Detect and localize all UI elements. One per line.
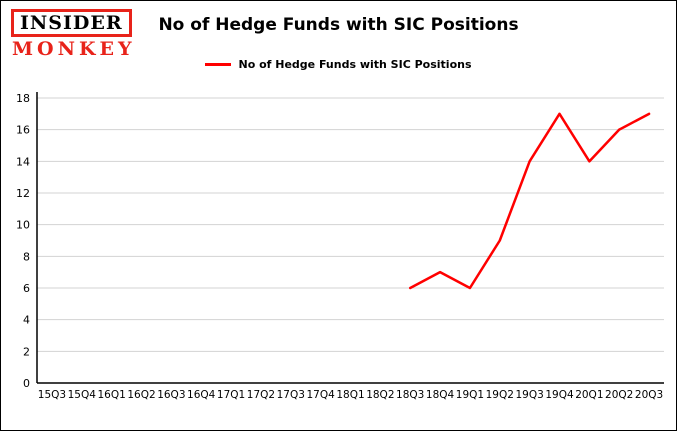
x-axis-tick-label: 16Q4	[187, 389, 216, 401]
chart-legend: No of Hedge Funds with SIC Positions	[1, 58, 676, 71]
x-axis-tick-label: 15Q3	[38, 389, 66, 401]
x-axis-tick-label: 16Q2	[127, 389, 155, 401]
x-axis-tick-label: 16Q3	[157, 389, 185, 401]
y-axis-tick-label: 6	[23, 282, 30, 295]
x-axis-tick-label: 19Q2	[486, 389, 514, 401]
y-axis-tick-label: 2	[23, 345, 30, 358]
y-axis-tick-label: 4	[23, 314, 30, 327]
x-axis-tick-label: 17Q2	[247, 389, 275, 401]
x-axis-tick-label: 17Q1	[217, 389, 245, 401]
x-axis-tick-label: 19Q4	[545, 389, 574, 401]
x-axis-tick-label: 20Q3	[635, 389, 663, 401]
insider-monkey-logo: INSIDER MONKEY	[11, 9, 136, 59]
x-axis-tick-label: 18Q4	[426, 389, 455, 401]
x-axis-tick-label: 19Q3	[515, 389, 543, 401]
legend-label: No of Hedge Funds with SIC Positions	[238, 58, 472, 71]
x-axis-tick-label: 17Q3	[277, 389, 305, 401]
x-axis-tick-label: 16Q1	[97, 389, 125, 401]
legend-line-swatch	[205, 63, 232, 66]
y-axis-tick-label: 18	[16, 92, 30, 105]
logo-monkey-text: MONKEY	[12, 38, 136, 60]
x-axis-tick-label: 18Q1	[336, 389, 364, 401]
y-axis-tick-label: 8	[23, 250, 30, 263]
y-axis-tick-label: 12	[16, 187, 30, 200]
y-axis-tick-label: 10	[16, 219, 30, 232]
x-axis-tick-label: 19Q1	[456, 389, 484, 401]
y-axis-tick-label: 0	[23, 377, 30, 390]
x-axis-tick-label: 18Q2	[366, 389, 394, 401]
chart-title: No of Hedge Funds with SIC Positions	[158, 15, 519, 35]
x-axis-tick-label: 15Q4	[68, 389, 97, 401]
x-axis-tick-label: 20Q2	[605, 389, 633, 401]
logo-insider-text: INSIDER	[11, 9, 132, 37]
x-axis-tick-label: 18Q3	[396, 389, 424, 401]
series-line	[408, 112, 651, 290]
y-axis-tick-label: 16	[16, 124, 30, 137]
y-axis-tick-label: 14	[16, 155, 30, 168]
x-axis-tick-label: 20Q1	[575, 389, 603, 401]
x-axis-tick-label: 17Q4	[306, 389, 335, 401]
